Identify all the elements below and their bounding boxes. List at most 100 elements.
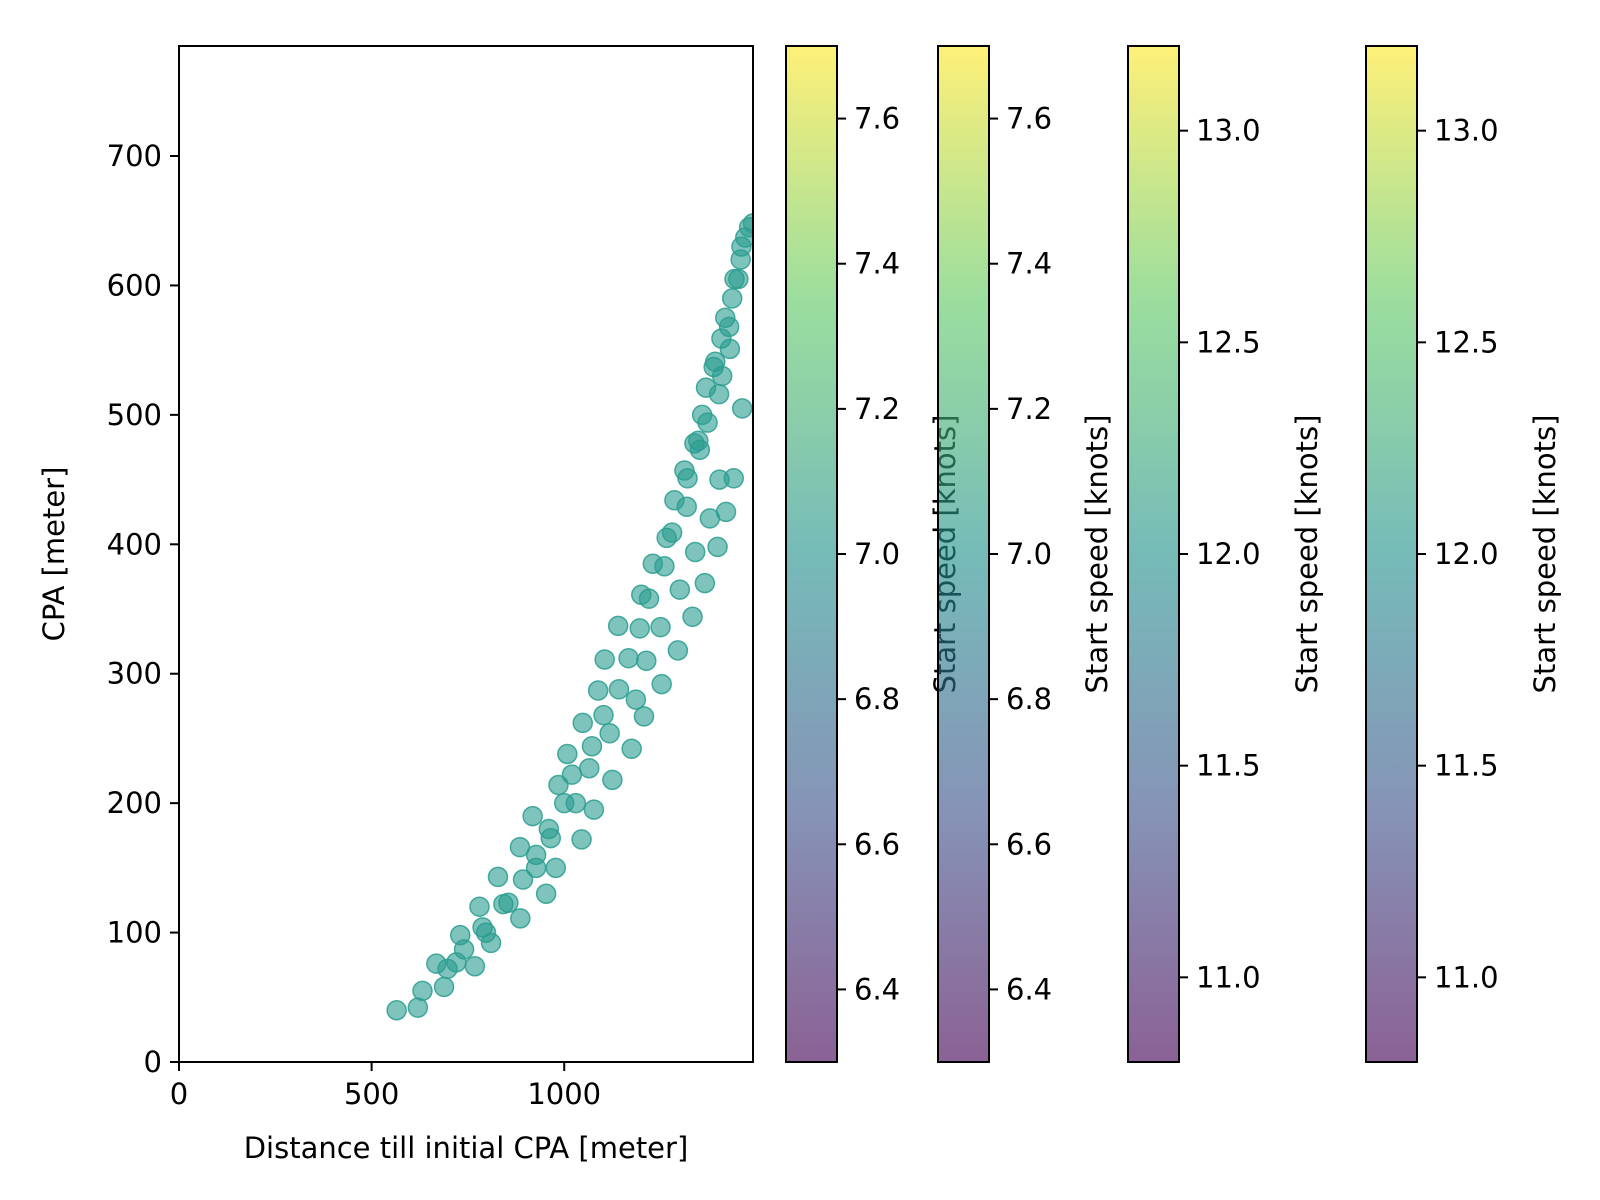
colorbar-tick-label: 12.0 [1434, 537, 1499, 571]
data-point [694, 572, 716, 594]
data-point [689, 439, 711, 461]
data-point [510, 908, 531, 929]
data-point [742, 213, 753, 234]
data-point [669, 579, 691, 600]
data-point [715, 501, 737, 523]
y-tick-label: 600 [107, 268, 162, 302]
data-point [548, 774, 569, 796]
colorbar-tick-label: 13.0 [1196, 114, 1261, 148]
colorbar-2: 6.4 6.6 6.8 7.0 7.2 7.4 7.6 Start speed [knots] [937, 45, 1114, 1063]
y-tick-label: 700 [107, 139, 162, 173]
data-point [599, 723, 620, 744]
data-point [561, 764, 583, 785]
colorbar-tick-label: 7.4 [854, 247, 900, 281]
colorbar-tick-label: 6.8 [1006, 682, 1052, 716]
colorbar-label: Start speed [knots] [1290, 415, 1324, 694]
x-tick-label: 1000 [527, 1077, 601, 1111]
data-point [480, 932, 502, 954]
data-point [618, 647, 639, 669]
y-tick-label: 500 [107, 398, 162, 432]
data-point [579, 757, 600, 779]
colorbar-tick-label: 6.4 [1006, 972, 1052, 1006]
colorbars: 6.4 6.6 6.8 7.0 7.2 7.4 7.6 Start speed [knots]… [785, 45, 1562, 1063]
data-point [711, 365, 733, 387]
data-point [386, 999, 407, 1021]
colorbar-3: 11.0 11.5 12.0 12.5 13.0 Start speed [knots] [1127, 45, 1324, 1063]
data-point [684, 541, 706, 563]
data-point [638, 588, 660, 609]
data-point [676, 496, 697, 518]
data-point [469, 896, 490, 917]
colorbar-tick-label: 6.8 [854, 682, 900, 716]
colorbar-tick-label: 7.6 [854, 102, 900, 136]
colorbar-tick-label: 11.5 [1434, 749, 1499, 783]
colorbar-tick-label: 7.2 [1006, 392, 1052, 426]
colorbar-tick-label: 11.0 [1434, 960, 1499, 994]
data-point [682, 606, 703, 628]
data-point [654, 556, 675, 577]
y-tick-label: 200 [107, 786, 162, 820]
data-point [545, 857, 567, 879]
data-point [633, 706, 655, 727]
data-point [583, 799, 605, 820]
data-point [667, 640, 689, 661]
colorbar-label: Start speed [knots] [1528, 415, 1562, 694]
plot-area-frame [178, 45, 754, 1063]
colorbar-tick-label: 13.0 [1434, 114, 1499, 148]
colorbar-tick-label: 7.4 [1006, 247, 1052, 281]
data-point [581, 735, 603, 757]
colorbar-4: 11.0 11.5 12.0 12.5 13.0 Start speed [knots] [1365, 45, 1562, 1063]
data-point [707, 536, 728, 558]
colorbar-tick-label: 6.6 [1006, 827, 1052, 861]
data-point [719, 338, 741, 360]
data-point [621, 738, 642, 760]
scatter-points [386, 213, 753, 1021]
y-tick-label: 0 [144, 1045, 162, 1079]
data-point [721, 288, 743, 309]
colorbar-tick-label: 12.0 [1196, 537, 1261, 571]
colorbar-tick-label: 7.0 [1006, 537, 1052, 571]
colorbar-tick-label: 12.5 [1196, 325, 1261, 359]
data-point [651, 673, 672, 695]
colorbar-gradient [786, 46, 837, 1062]
y-tick-label: 400 [107, 527, 162, 561]
data-point [522, 805, 543, 827]
data-point [677, 468, 698, 489]
y-axis-ticks: 0 100 200 300 400 500 600 700 [107, 139, 179, 1079]
data-point [498, 892, 519, 914]
data-point [723, 468, 744, 489]
colorbar-gradient [1128, 46, 1179, 1062]
data-point [636, 650, 657, 672]
data-point [407, 997, 429, 1018]
colorbar-tick-label: 11.5 [1196, 749, 1261, 783]
data-point [650, 616, 671, 638]
y-axis-label: CPA [meter] [37, 467, 71, 642]
data-point [718, 316, 740, 338]
x-axis-ticks: 0 500 1000 [170, 1062, 601, 1111]
data-point [525, 844, 547, 866]
x-axis-label: Distance till initial CPA [meter] [244, 1131, 689, 1165]
y-tick-label: 300 [107, 657, 162, 691]
data-point [487, 866, 509, 888]
colorbar-label: Start speed [knots] [1080, 415, 1114, 694]
colorbar-gradient [1366, 46, 1417, 1062]
data-point [697, 412, 718, 433]
colorbar-gradient [938, 46, 989, 1062]
data-point [433, 976, 455, 998]
data-point [629, 618, 650, 639]
data-point [540, 827, 562, 849]
data-point [572, 712, 593, 734]
colorbar-tick-label: 7.0 [854, 537, 900, 571]
colorbar-tick-label: 11.0 [1196, 960, 1261, 994]
colorbar-tick-label: 12.5 [1434, 325, 1499, 359]
data-point [608, 679, 630, 700]
data-point [535, 883, 557, 904]
data-point [453, 939, 475, 960]
data-point [661, 522, 683, 543]
data-point [557, 743, 578, 765]
data-point [594, 649, 615, 670]
data-point [708, 383, 730, 405]
data-point [602, 769, 623, 791]
